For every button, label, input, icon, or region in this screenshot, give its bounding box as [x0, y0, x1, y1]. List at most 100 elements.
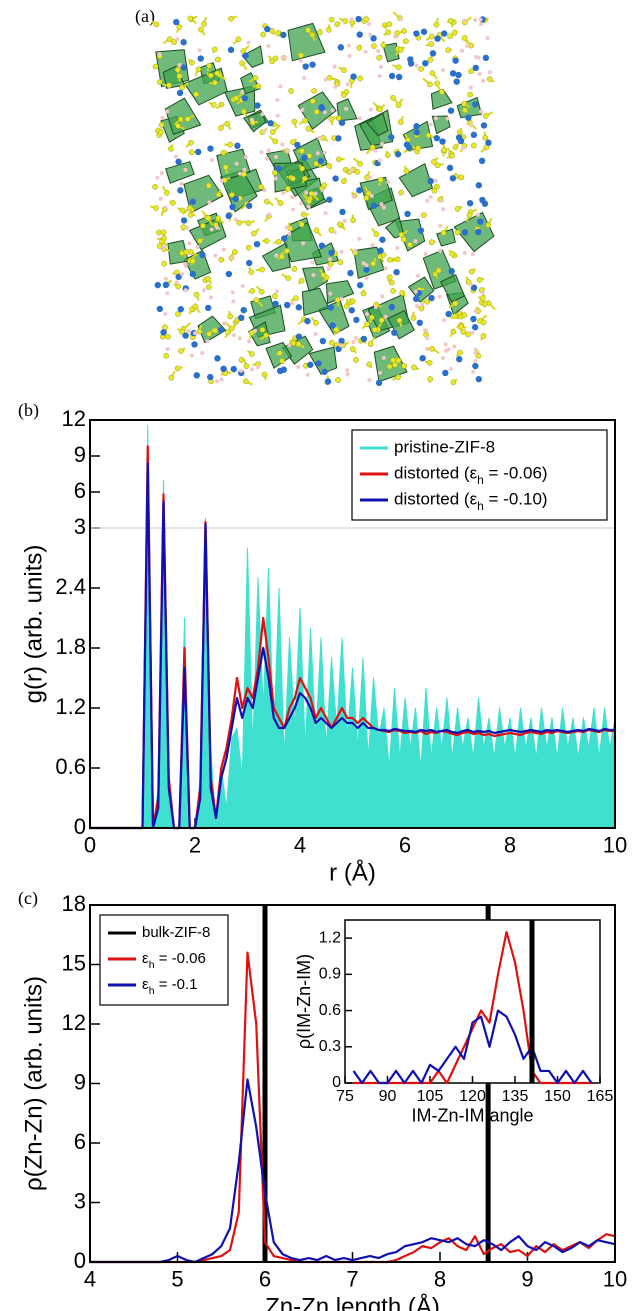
atom	[180, 272, 185, 277]
atom	[418, 66, 424, 72]
atom	[254, 102, 261, 109]
atom	[453, 78, 460, 85]
atom	[175, 273, 182, 281]
legend-label: pristine-ZIF-8	[394, 437, 495, 456]
atom	[318, 105, 326, 112]
plot-frame	[89, 419, 616, 829]
atom	[158, 122, 165, 128]
atom	[407, 56, 414, 63]
atom	[241, 95, 248, 102]
x-tick-label: 7	[346, 1267, 358, 1292]
atom	[273, 154, 278, 159]
atom	[336, 221, 343, 228]
atom	[200, 350, 205, 355]
atom	[465, 114, 472, 121]
x-tick-label: 135	[502, 1088, 529, 1105]
atom	[205, 304, 212, 312]
atom	[452, 313, 458, 319]
atom	[218, 125, 224, 131]
atom	[328, 16, 335, 23]
atom	[379, 141, 384, 146]
atom	[473, 350, 478, 355]
atom	[189, 59, 195, 66]
atom	[214, 70, 220, 77]
atom	[475, 375, 482, 383]
atom	[287, 231, 292, 236]
atom	[376, 54, 383, 61]
atom	[295, 304, 303, 311]
atom	[485, 139, 492, 146]
atom	[260, 31, 267, 38]
atom	[462, 250, 467, 255]
atom	[212, 46, 218, 53]
atom	[395, 245, 400, 250]
atom	[363, 16, 370, 23]
atom	[193, 372, 200, 379]
atom	[258, 184, 264, 190]
atom	[405, 136, 411, 143]
atom	[160, 115, 165, 120]
atom	[441, 147, 448, 153]
atom	[207, 145, 214, 152]
atom	[227, 141, 234, 148]
atom	[418, 305, 425, 312]
legend-label: bulk-ZIF-8	[142, 924, 210, 941]
atom	[326, 196, 333, 203]
atom	[370, 260, 377, 267]
atom	[278, 84, 283, 89]
atom	[265, 156, 270, 161]
atom	[261, 371, 268, 378]
atom	[368, 175, 373, 180]
atom	[243, 363, 250, 369]
atom	[179, 329, 185, 335]
atom	[272, 300, 279, 307]
atom	[253, 240, 261, 248]
atom	[178, 348, 184, 354]
atom	[215, 56, 221, 63]
atom	[438, 223, 443, 228]
atom	[394, 256, 401, 263]
atom	[302, 63, 309, 70]
atom	[313, 320, 319, 326]
atom	[272, 138, 279, 145]
atom	[259, 266, 265, 273]
atom	[479, 109, 484, 114]
atom	[434, 80, 440, 87]
atom	[207, 373, 214, 381]
atom	[364, 321, 370, 328]
y-tick-label: 15	[62, 950, 86, 975]
atom	[165, 291, 170, 296]
legend-box	[351, 429, 608, 521]
atom	[481, 78, 486, 83]
atom	[300, 211, 307, 218]
atom	[395, 73, 403, 81]
atom	[238, 356, 245, 363]
atom	[395, 357, 402, 364]
atom	[327, 304, 334, 311]
atom	[255, 83, 262, 90]
atom	[383, 314, 388, 319]
atom	[162, 324, 168, 331]
atom	[281, 235, 288, 242]
atom	[156, 229, 162, 236]
atom	[225, 212, 232, 220]
atom	[169, 199, 176, 206]
tetrahedron	[241, 45, 264, 68]
atom	[338, 343, 343, 348]
legend-label: εh = -0.1	[142, 976, 197, 997]
atom	[384, 152, 391, 159]
atom	[225, 270, 233, 278]
y-tick-label: 0.9	[319, 966, 341, 983]
atom	[462, 18, 467, 23]
atom	[199, 251, 206, 259]
atom	[339, 296, 344, 301]
atom	[290, 300, 295, 305]
atom	[232, 333, 237, 338]
atom	[470, 284, 478, 291]
atom	[275, 289, 280, 294]
x-tick-label: 9	[521, 1267, 533, 1292]
atom	[313, 332, 318, 337]
atom	[245, 220, 252, 227]
atom	[285, 275, 292, 281]
atom	[248, 269, 255, 275]
